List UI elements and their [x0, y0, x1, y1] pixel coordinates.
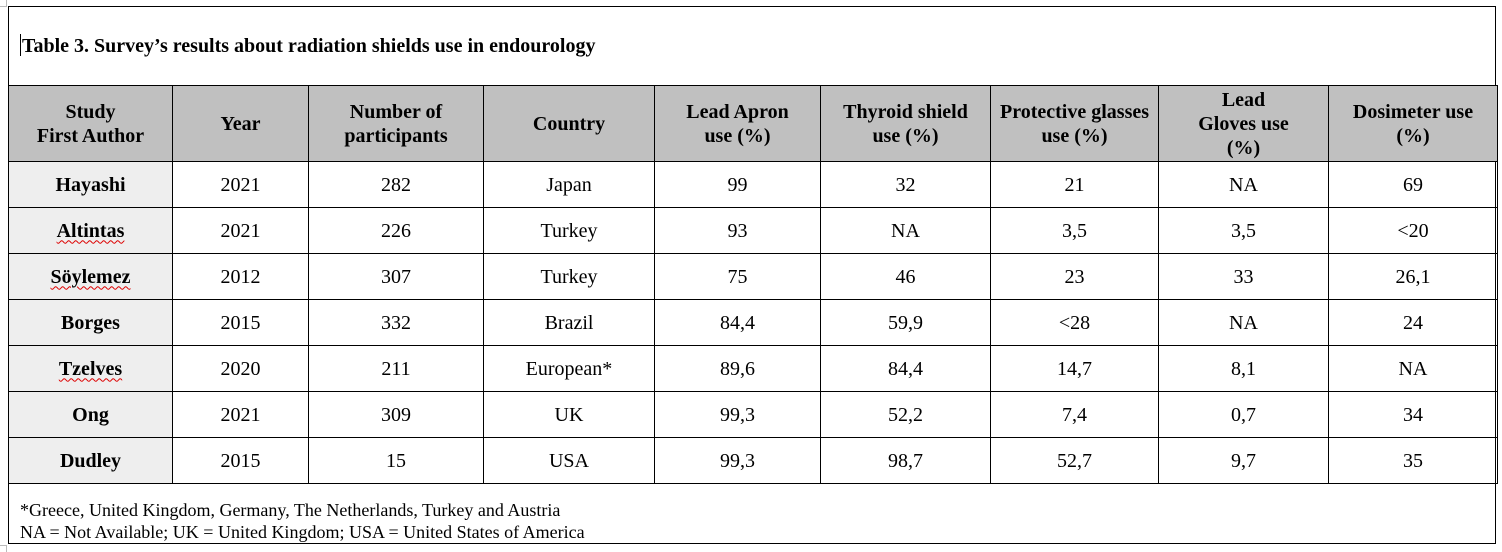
cell-protective-glasses: <28 — [990, 299, 1159, 346]
cell-lead-gloves: NA — [1158, 161, 1329, 208]
cell-thyroid-shield: 52,2 — [820, 391, 991, 438]
footnote-countries: *Greece, United Kingdom, Germany, The Ne… — [20, 500, 561, 520]
cell-year: 2021 — [172, 207, 309, 254]
cell-year: 2021 — [172, 161, 309, 208]
page-corner-mark — [0, 545, 7, 552]
cell-thyroid-shield: 46 — [820, 253, 991, 300]
cell-protective-glasses: 52,7 — [990, 437, 1159, 484]
cell-author: Dudley — [8, 437, 173, 484]
cell-lead-apron: 99,3 — [654, 391, 821, 438]
table-row: Hayashi 2021 282 Japan 99 32 21 NA 69 — [8, 161, 1498, 208]
cell-author: Altintas — [8, 207, 173, 254]
cell-protective-glasses: 14,7 — [990, 345, 1159, 392]
cell-lead-apron: 84,4 — [654, 299, 821, 346]
cell-year: 2020 — [172, 345, 309, 392]
cell-lead-gloves: NA — [1158, 299, 1329, 346]
cell-thyroid-shield: 32 — [820, 161, 991, 208]
cell-country: Turkey — [483, 253, 655, 300]
cell-country: UK — [483, 391, 655, 438]
cell-year: 2015 — [172, 299, 309, 346]
table-row: Ong 2021 309 UK 99,3 52,2 7,4 0,7 34 — [8, 391, 1498, 438]
cell-year: 2021 — [172, 391, 309, 438]
cell-participants: 307 — [308, 253, 484, 300]
cell-participants: 211 — [308, 345, 484, 392]
cell-lead-apron: 89,6 — [654, 345, 821, 392]
cell-lead-apron: 99,3 — [654, 437, 821, 484]
cell-country: Turkey — [483, 207, 655, 254]
cell-dosimeter: 35 — [1328, 437, 1498, 484]
cell-dosimeter: 69 — [1328, 161, 1498, 208]
cell-participants: 309 — [308, 391, 484, 438]
cell-protective-glasses: 23 — [990, 253, 1159, 300]
cell-protective-glasses: 7,4 — [990, 391, 1159, 438]
cell-author: Hayashi — [8, 161, 173, 208]
table-caption: Table 3. Survey’s results about radiatio… — [20, 34, 595, 58]
cell-country: USA — [483, 437, 655, 484]
cell-participants: 282 — [308, 161, 484, 208]
table-footnotes: *Greece, United Kingdom, Germany, The Ne… — [20, 499, 585, 543]
table-caption-text: Table 3. Survey’s results about radiatio… — [22, 35, 596, 57]
cell-country: European* — [483, 345, 655, 392]
header-study-first-author: Study First Author — [8, 85, 173, 162]
cell-lead-gloves: 8,1 — [1158, 345, 1329, 392]
cell-thyroid-shield: 59,9 — [820, 299, 991, 346]
footnote-abbreviations: NA = Not Available; UK = United Kingdom;… — [20, 522, 585, 542]
table-row: Tzelves 2020 211 European* 89,6 84,4 14,… — [8, 345, 1498, 392]
cell-country: Brazil — [483, 299, 655, 346]
table-row: Borges 2015 332 Brazil 84,4 59,9 <28 NA … — [8, 299, 1498, 346]
cell-year: 2015 — [172, 437, 309, 484]
cell-protective-glasses: 21 — [990, 161, 1159, 208]
cell-thyroid-shield: 84,4 — [820, 345, 991, 392]
cell-country: Japan — [483, 161, 655, 208]
table-row: Altintas 2021 226 Turkey 93 NA 3,5 3,5 <… — [8, 207, 1498, 254]
cell-dosimeter: NA — [1328, 345, 1498, 392]
table-row: Söylemez 2012 307 Turkey 75 46 23 33 26,… — [8, 253, 1498, 300]
cell-thyroid-shield: NA — [820, 207, 991, 254]
text-cursor — [20, 34, 21, 56]
cell-dosimeter: 26,1 — [1328, 253, 1498, 300]
table-row: Dudley 2015 15 USA 99,3 98,7 52,7 9,7 35 — [8, 437, 1498, 484]
cell-author: Ong — [8, 391, 173, 438]
cell-author: Tzelves — [8, 345, 173, 392]
page-corner-mark — [0, 0, 7, 7]
cell-lead-gloves: 33 — [1158, 253, 1329, 300]
cell-author: Söylemez — [8, 253, 173, 300]
header-protective-glasses: Protective glasses use (%) — [990, 85, 1159, 162]
cell-dosimeter: 34 — [1328, 391, 1498, 438]
cell-participants: 226 — [308, 207, 484, 254]
cell-dosimeter: <20 — [1328, 207, 1498, 254]
cell-lead-apron: 93 — [654, 207, 821, 254]
header-row: Study First Author Year Number of particip… — [8, 85, 1498, 162]
cell-lead-apron: 75 — [654, 253, 821, 300]
cell-participants: 332 — [308, 299, 484, 346]
cell-dosimeter: 24 — [1328, 299, 1498, 346]
cell-year: 2012 — [172, 253, 309, 300]
spellcheck-word: Altintas — [56, 219, 125, 242]
header-thyroid-shield: Thyroid shield use (%) — [820, 85, 991, 162]
cell-lead-apron: 99 — [654, 161, 821, 208]
cell-thyroid-shield: 98,7 — [820, 437, 991, 484]
cell-protective-glasses: 3,5 — [990, 207, 1159, 254]
cell-author: Borges — [8, 299, 173, 346]
cell-lead-gloves: 9,7 — [1158, 437, 1329, 484]
cell-lead-gloves: 3,5 — [1158, 207, 1329, 254]
header-dosimeter: Dosimeter use (%) — [1328, 85, 1498, 162]
survey-table: Study First Author Year Number of particip… — [8, 85, 1498, 484]
header-country: Country — [483, 85, 655, 162]
spellcheck-word: Tzelves — [58, 357, 123, 380]
cell-participants: 15 — [308, 437, 484, 484]
header-number-of-participants: Number of participants — [308, 85, 484, 162]
header-lead-apron: Lead Apron use (%) — [654, 85, 821, 162]
header-year: Year — [172, 85, 309, 162]
cell-lead-gloves: 0,7 — [1158, 391, 1329, 438]
spellcheck-word: Söylemez — [50, 265, 131, 288]
header-lead-gloves: Lead Gloves use (%) — [1158, 85, 1329, 162]
